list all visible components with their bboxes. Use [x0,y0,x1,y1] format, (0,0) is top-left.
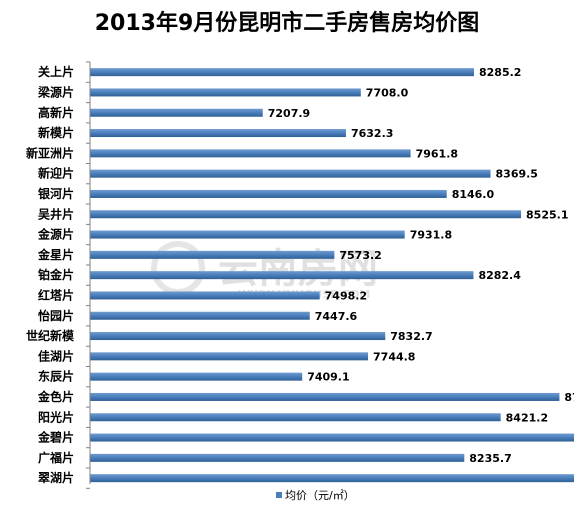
bar [90,332,386,341]
value-label: 8525.1 [526,208,568,221]
chart-title: 2013年9月份昆明市二手房售房均价图 [95,10,480,36]
category-label: 红塔片 [38,287,74,302]
bar [90,392,560,401]
category-label: 佳湖片 [38,348,74,363]
category-label: 怡园片 [38,308,74,323]
bar [90,129,346,138]
value-label: 7832.7 [390,330,432,343]
legend-label: 均价（元/㎡） [285,489,355,502]
bar [90,352,369,361]
category-label: 金源片 [37,227,74,242]
category-label: 新亚洲片 [26,145,74,160]
category-label: 高新片 [38,105,74,120]
bar [90,210,522,219]
value-label: 7498.2 [325,289,367,302]
category-label: 世纪新模 [26,328,75,343]
bar [90,413,501,422]
value-label: 8285.2 [479,66,521,79]
category-label: 广福片 [38,450,74,465]
bar [90,230,405,239]
category-label: 铂金片 [38,267,74,282]
value-label: 7632.3 [351,127,393,140]
value-label: 7961.8 [416,147,458,160]
category-label: 阳光片 [38,409,74,424]
category-label: 金碧片 [37,430,74,445]
category-labels: 关上片梁源片高新片新模片新亚洲片新迎片银河片吴井片金源片金星片铂金片红塔片怡园片… [26,61,90,489]
bar [90,291,320,300]
value-label: 8421.2 [506,411,548,424]
category-label: 东辰片 [38,369,74,384]
category-label: 银河片 [38,186,74,201]
bar [90,68,474,77]
value-label: 7708.0 [366,86,409,99]
category-label: 翠湖片 [38,470,74,485]
category-label: 关上片 [38,64,74,79]
value-label: 8146.0 [452,188,495,201]
bar [90,453,465,462]
bar [90,250,335,259]
category-label: 新模片 [38,125,74,140]
category-label: 梁源片 [37,84,74,99]
bar [90,474,574,483]
bar [90,108,263,117]
category-label: 金色片 [37,389,74,404]
bar [90,88,361,97]
value-label: 7931.8 [410,229,452,242]
value-label: 7207.9 [268,107,310,120]
bar [90,311,310,320]
value-label: 7447.6 [315,310,358,323]
category-label: 金星片 [37,247,74,262]
bar [90,149,411,158]
bar [90,372,303,381]
value-label: 8235.7 [469,452,511,465]
legend: 均价（元/㎡） [276,489,355,502]
bar [90,189,447,198]
bars [90,68,574,483]
value-label: 8282.4 [478,269,521,282]
bar [90,271,474,280]
bar [90,433,574,442]
category-label: 新迎片 [38,166,74,181]
value-label: 7573.2 [339,249,381,262]
value-labels: 8285.2 7708.0 7207.9 7632.3 7961.8 8369.58146… [268,66,574,465]
category-label: 吴井片 [38,206,74,221]
value-label: 7744.8 [373,350,415,363]
value-label: 8369.5 [496,168,538,181]
bar [90,169,491,178]
value-label: 8720.8 [564,391,574,404]
legend-swatch [276,492,282,498]
value-label: 7409.1 [307,371,349,384]
